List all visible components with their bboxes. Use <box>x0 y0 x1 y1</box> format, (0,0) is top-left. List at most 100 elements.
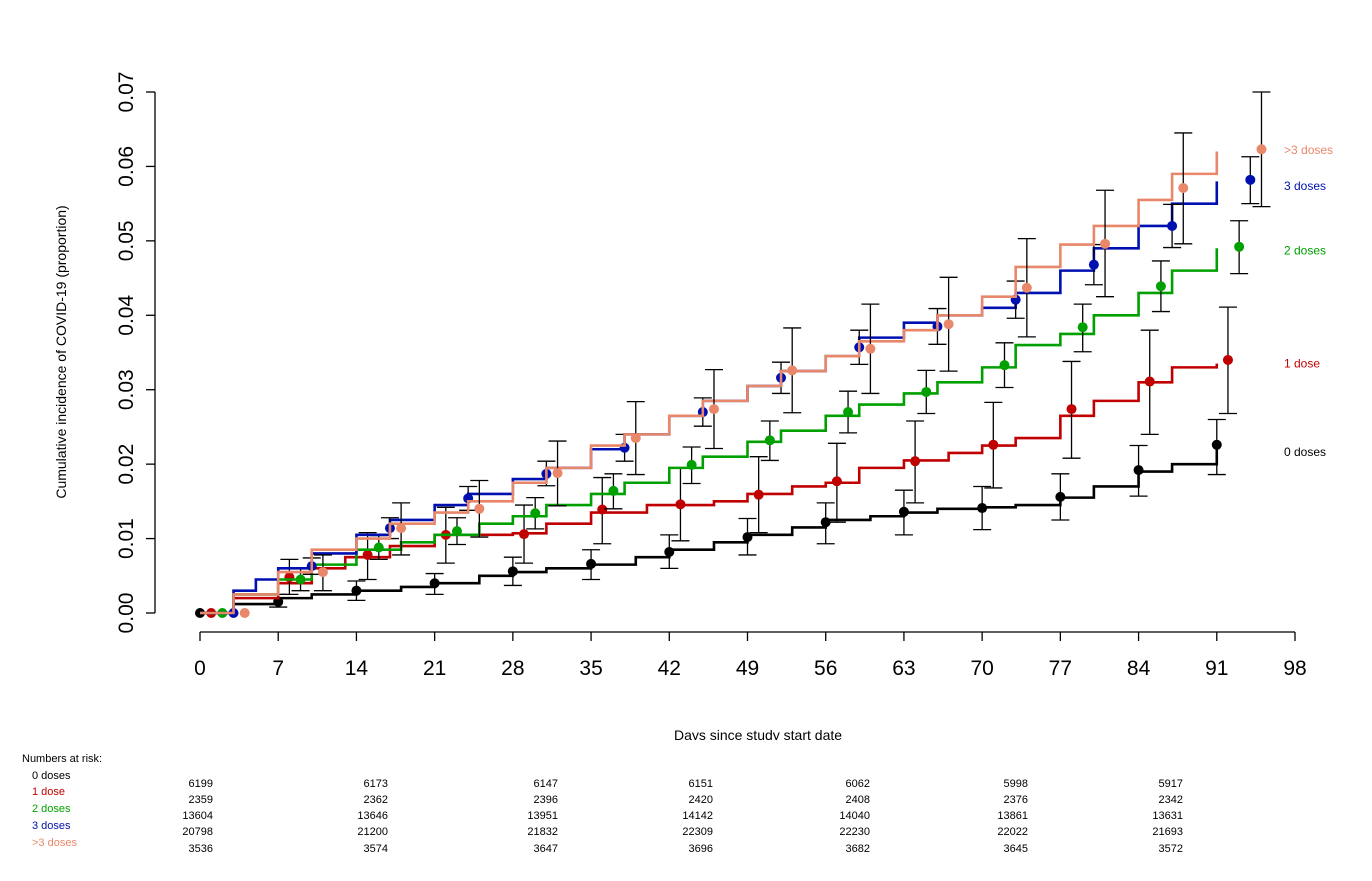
data-point <box>865 343 876 354</box>
risk-value: 21200 <box>357 826 388 838</box>
data-point <box>977 503 988 514</box>
data-point <box>831 476 842 487</box>
risk-value: 22309 <box>682 826 713 838</box>
cumulative-incidence-chart: 0 7 14 21 28 35 42 49 56 63 70 77 84 91 98 0.00 0.01 0.02… <box>53 72 1333 740</box>
data-point <box>742 532 753 543</box>
step-line <box>200 363 1219 615</box>
series-2 <box>200 220 1249 618</box>
data-point <box>507 566 518 577</box>
x-tick-label: 35 <box>579 657 602 680</box>
risk-value: 20798 <box>182 826 213 838</box>
data-point <box>1167 220 1178 231</box>
x-tick-label: 14 <box>345 657 369 680</box>
x-tick-label: 49 <box>736 657 759 680</box>
risk-group-label: >3 doses <box>32 837 77 849</box>
risk-value: 14142 <box>682 810 713 822</box>
risk-group-label: 2 doses <box>32 803 71 815</box>
numbers-at-risk-title: Numbers at risk: <box>22 753 103 765</box>
risk-row-label: >3 doses <box>0 837 1372 853</box>
data-point <box>474 503 485 514</box>
y-axis-label: Cumulative incidence of COVID-19 (propor… <box>53 205 69 498</box>
risk-row-label: 0 doses <box>0 770 1372 786</box>
x-tick-label: 91 <box>1205 657 1228 680</box>
data-point <box>820 517 831 528</box>
risk-value: 13604 <box>182 810 213 822</box>
data-point <box>686 459 697 470</box>
data-point <box>921 386 932 397</box>
data-point <box>1021 282 1032 293</box>
series-label: 1 dose <box>1284 357 1320 371</box>
risk-value: 13861 <box>997 810 1028 822</box>
data-point <box>552 468 563 479</box>
data-point <box>664 546 675 557</box>
data-point <box>429 578 440 589</box>
risk-value: 6173 <box>363 778 388 790</box>
data-point <box>1088 259 1099 270</box>
series-label: 0 doses <box>1284 445 1326 459</box>
y-tick-label: 0.00 <box>115 593 138 634</box>
series-1 <box>200 306 1237 618</box>
data-point <box>675 499 686 510</box>
data-point <box>910 456 921 467</box>
data-point <box>1100 238 1111 249</box>
risk-value: 6151 <box>688 778 713 790</box>
data-point <box>988 439 999 450</box>
data-point <box>1245 174 1256 185</box>
data-point <box>519 529 530 540</box>
data-point <box>843 407 854 418</box>
risk-value: 3574 <box>363 843 388 855</box>
data-point <box>1178 183 1189 194</box>
risk-value: 3536 <box>188 843 213 855</box>
x-tick-label: 77 <box>1049 657 1072 680</box>
y-tick-label: 0.07 <box>115 72 138 113</box>
series-label: >3 doses <box>1284 143 1333 157</box>
series-4 <box>200 91 1271 618</box>
x-tick-label: 70 <box>970 657 993 680</box>
risk-group-label: 3 doses <box>32 820 71 832</box>
risk-value: 2359 <box>188 794 213 806</box>
risk-value: 13646 <box>357 810 388 822</box>
step-line <box>200 151 1219 615</box>
x-tick-label: 63 <box>892 657 915 680</box>
data-point <box>396 523 407 534</box>
data-point <box>362 549 373 560</box>
risk-value: 2420 <box>688 794 713 806</box>
risk-value: 6147 <box>533 778 558 790</box>
x-tick-label: 98 <box>1283 657 1306 680</box>
risk-value: 6062 <box>845 778 870 790</box>
risk-value: 3572 <box>1158 843 1183 855</box>
risk-value: 2408 <box>845 794 870 806</box>
data-point <box>351 585 362 596</box>
x-tick-label: 21 <box>423 657 446 680</box>
y-tick-label: 0.01 <box>115 518 138 559</box>
series-label: 2 doses <box>1284 244 1326 258</box>
step-line <box>200 248 1219 615</box>
data-point <box>295 574 306 585</box>
risk-value: 3682 <box>845 843 870 855</box>
step-line <box>200 181 1219 615</box>
data-point <box>1222 354 1233 365</box>
risk-group-label: 0 doses <box>32 770 71 782</box>
data-point <box>898 506 909 517</box>
risk-row-label: 1 dose <box>0 786 1372 802</box>
data-point <box>1144 376 1155 387</box>
risk-value: 2376 <box>1003 794 1028 806</box>
risk-value: 2362 <box>363 794 388 806</box>
y-tick-label: 0.03 <box>115 369 138 410</box>
risk-group-label: 1 dose <box>32 786 66 798</box>
x-tick-label: 0 <box>194 657 206 680</box>
risk-value: 14040 <box>839 810 870 822</box>
data-point <box>1077 322 1088 333</box>
risk-value: 3645 <box>1003 843 1028 855</box>
y-tick-label: 0.04 <box>115 295 138 336</box>
data-point <box>764 435 775 446</box>
data-point <box>530 508 541 519</box>
data-point <box>1133 465 1144 476</box>
risk-value: 5998 <box>1003 778 1028 790</box>
risk-row-label: 2 doses <box>0 803 1372 819</box>
risk-value: 2342 <box>1158 794 1183 806</box>
x-tick-label: 7 <box>272 657 284 680</box>
data-point <box>586 558 597 569</box>
risk-value: 21832 <box>527 826 558 838</box>
data-point <box>787 365 798 376</box>
